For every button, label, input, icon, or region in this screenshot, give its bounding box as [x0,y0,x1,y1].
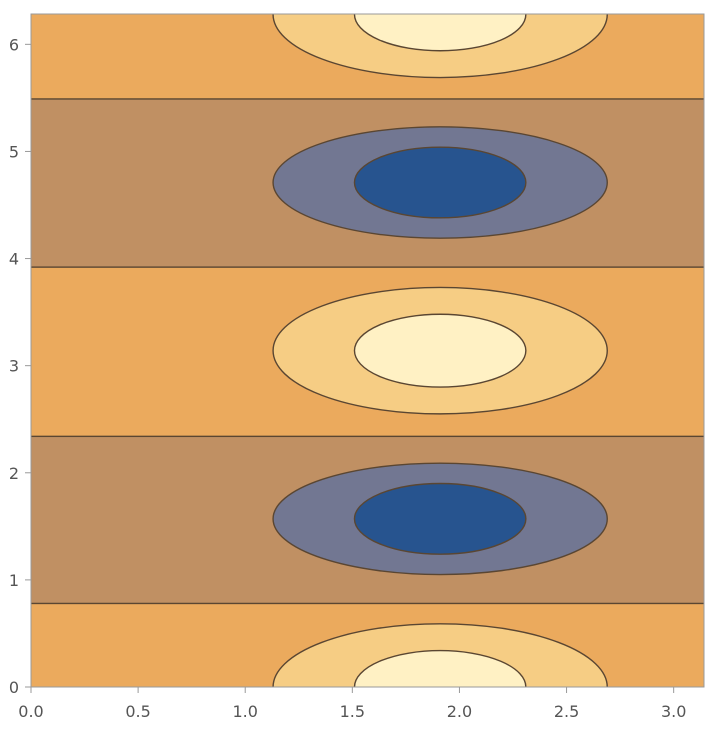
contour-ellipse-5 [353,146,527,219]
y-tick-label: 2 [9,464,19,483]
y-axis: 0 1 2 3 4 5 6 [9,35,31,697]
x-axis: 0.0 0.5 1.0 1.5 2.0 2.5 3.0 [18,687,686,721]
contour-ellipse-7 [353,313,527,388]
x-tick-label: 3.0 [661,702,686,721]
x-tick-label: 2.5 [554,702,579,721]
x-tick-label: 2.0 [447,702,472,721]
contour-ellipse-3 [353,482,527,555]
x-tick-label: 1.0 [232,702,257,721]
contour-regions [31,14,704,687]
contour-ellipse-9 [353,649,527,687]
x-tick-label: 0.5 [125,702,150,721]
y-tick-label: 0 [9,678,19,697]
y-tick-label: 5 [9,142,19,161]
x-tick-label: 1.5 [340,702,365,721]
plot-frame [30,13,705,688]
y-tick-label: 6 [9,35,19,54]
y-tick-label: 1 [9,571,19,590]
y-tick-label: 4 [9,250,19,269]
x-tick-label: 0.0 [18,702,43,721]
y-tick-label: 3 [9,357,19,376]
